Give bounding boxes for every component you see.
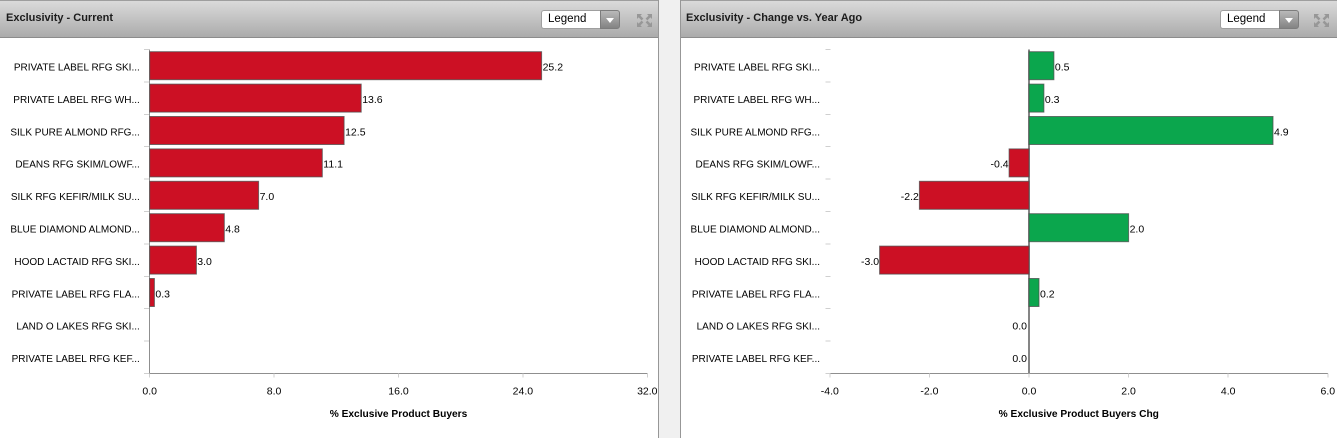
svg-text:SILK RFG KEFIR/MILK SU...: SILK RFG KEFIR/MILK SU...	[691, 192, 820, 203]
svg-text:25.2: 25.2	[543, 62, 564, 74]
svg-text:3.0: 3.0	[197, 256, 212, 268]
svg-text:PRIVATE LABEL RFG SKI...: PRIVATE LABEL RFG SKI...	[694, 63, 820, 74]
svg-text:0.5: 0.5	[1055, 62, 1070, 74]
svg-text:7.0: 7.0	[260, 191, 275, 203]
svg-text:0.0: 0.0	[1022, 385, 1037, 397]
svg-text:2.0: 2.0	[1130, 224, 1145, 236]
svg-text:32.0: 32.0	[637, 385, 658, 397]
svg-text:0.0: 0.0	[1012, 353, 1027, 365]
svg-text:0.2: 0.2	[1040, 288, 1055, 300]
svg-text:BLUE DIAMOND ALMOND...: BLUE DIAMOND ALMOND...	[10, 225, 139, 236]
svg-text:11.1: 11.1	[323, 159, 343, 171]
svg-text:-2.2: -2.2	[901, 191, 919, 203]
svg-text:HOOD LACTAID RFG SKI...: HOOD LACTAID RFG SKI...	[14, 257, 139, 268]
svg-text:0.0: 0.0	[1012, 321, 1027, 333]
svg-text:% Exclusive Product Buyers: % Exclusive Product Buyers	[330, 409, 468, 420]
svg-text:LAND O LAKES RFG SKI...: LAND O LAKES RFG SKI...	[697, 322, 820, 333]
svg-text:PRIVATE LABEL RFG KEF...: PRIVATE LABEL RFG KEF...	[12, 354, 140, 365]
svg-text:BLUE DIAMOND ALMOND...: BLUE DIAMOND ALMOND...	[691, 225, 820, 236]
svg-text:0.3: 0.3	[155, 288, 170, 300]
svg-text:0.3: 0.3	[1045, 94, 1060, 106]
svg-text:-4.0: -4.0	[821, 385, 839, 397]
svg-text:13.6: 13.6	[362, 94, 383, 106]
svg-text:PRIVATE LABEL RFG SKI...: PRIVATE LABEL RFG SKI...	[14, 63, 140, 74]
svg-text:% Exclusive Product Buyers Chg: % Exclusive Product Buyers Chg	[999, 409, 1159, 420]
svg-text:16.0: 16.0	[388, 385, 409, 397]
svg-text:12.5: 12.5	[345, 126, 366, 138]
svg-text:PRIVATE LABEL RFG FLA...: PRIVATE LABEL RFG FLA...	[12, 289, 140, 300]
svg-text:0.0: 0.0	[142, 385, 157, 397]
svg-text:DEANS RFG SKIM/LOWF...: DEANS RFG SKIM/LOWF...	[15, 160, 139, 171]
svg-text:LAND O LAKES RFG SKI...: LAND O LAKES RFG SKI...	[16, 322, 139, 333]
svg-text:2.0: 2.0	[1121, 385, 1136, 397]
svg-text:-3.0: -3.0	[861, 256, 879, 268]
svg-text:4.8: 4.8	[225, 224, 240, 236]
svg-text:SILK PURE ALMOND RFG...: SILK PURE ALMOND RFG...	[691, 127, 820, 138]
svg-text:4.0: 4.0	[1221, 385, 1236, 397]
svg-text:4.9: 4.9	[1274, 126, 1289, 138]
svg-text:24.0: 24.0	[513, 385, 534, 397]
svg-text:SILK PURE ALMOND RFG...: SILK PURE ALMOND RFG...	[10, 127, 139, 138]
svg-text:-2.0: -2.0	[920, 385, 938, 397]
svg-text:HOOD LACTAID RFG SKI...: HOOD LACTAID RFG SKI...	[695, 257, 820, 268]
svg-text:SILK RFG KEFIR/MILK SU...: SILK RFG KEFIR/MILK SU...	[11, 192, 140, 203]
svg-text:DEANS RFG SKIM/LOWF...: DEANS RFG SKIM/LOWF...	[696, 160, 820, 171]
svg-text:PRIVATE LABEL RFG KEF...: PRIVATE LABEL RFG KEF...	[692, 354, 820, 365]
svg-text:-0.4: -0.4	[991, 159, 1009, 171]
svg-text:PRIVATE LABEL RFG WH...: PRIVATE LABEL RFG WH...	[13, 95, 140, 106]
svg-text:PRIVATE LABEL RFG WH...: PRIVATE LABEL RFG WH...	[693, 95, 820, 106]
svg-text:6.0: 6.0	[1320, 385, 1335, 397]
svg-text:8.0: 8.0	[267, 385, 282, 397]
svg-text:PRIVATE LABEL RFG FLA...: PRIVATE LABEL RFG FLA...	[692, 289, 820, 300]
